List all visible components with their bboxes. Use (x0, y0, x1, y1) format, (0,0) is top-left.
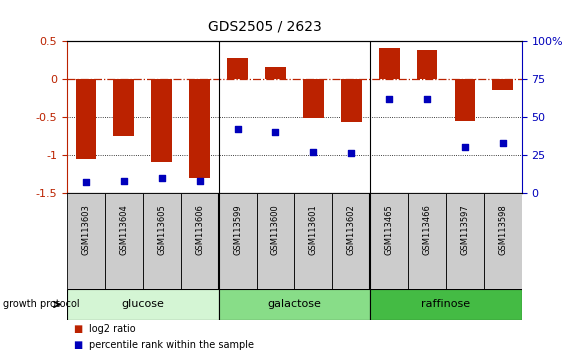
Bar (484, 193, 522, 289)
Bar (408, 193, 446, 289)
Point (498, 140, 507, 145)
Text: GSM113606: GSM113606 (195, 204, 204, 255)
Point (346, 150, 356, 156)
Point (460, 144, 469, 150)
Bar (67, 193, 105, 289)
Text: GSM113602: GSM113602 (347, 204, 356, 255)
Bar (143, 193, 181, 289)
Bar (379, 48, 399, 79)
Text: GSM113605: GSM113605 (157, 204, 166, 255)
Point (119, 178, 128, 184)
Text: GSM113466: GSM113466 (423, 204, 431, 255)
Text: GSM113603: GSM113603 (82, 204, 90, 255)
Bar (265, 67, 286, 79)
Bar (114, 79, 134, 136)
Text: percentile rank within the sample: percentile rank within the sample (89, 340, 254, 350)
Bar (341, 79, 361, 122)
Bar (181, 193, 219, 289)
Text: GSM113601: GSM113601 (309, 204, 318, 255)
Bar (370, 289, 522, 320)
Bar (332, 193, 370, 289)
Bar (370, 193, 408, 289)
Bar (219, 289, 370, 320)
Point (82, 179, 91, 185)
Text: GSM113597: GSM113597 (461, 204, 469, 255)
Point (385, 96, 394, 101)
Text: glucose: glucose (121, 299, 164, 309)
Point (308, 149, 318, 155)
Bar (303, 79, 324, 118)
Bar (417, 50, 437, 79)
Bar (152, 79, 172, 162)
Point (195, 178, 205, 184)
Bar (257, 193, 294, 289)
Text: ■: ■ (73, 324, 82, 334)
Bar (446, 193, 484, 289)
Bar (219, 193, 257, 289)
Text: ■: ■ (73, 340, 82, 350)
Bar (105, 193, 143, 289)
Bar (294, 193, 332, 289)
Text: GSM113598: GSM113598 (498, 204, 507, 255)
Point (422, 96, 431, 101)
Point (157, 175, 167, 181)
Text: GSM113465: GSM113465 (385, 204, 394, 255)
Text: GSM113600: GSM113600 (271, 204, 280, 255)
Bar (455, 79, 475, 121)
Bar (493, 79, 513, 90)
Bar (76, 79, 96, 159)
Bar (189, 79, 210, 178)
Point (233, 126, 243, 132)
Text: log2 ratio: log2 ratio (89, 324, 136, 334)
Bar (67, 289, 219, 320)
Text: raffinose: raffinose (422, 299, 470, 309)
Text: GSM113604: GSM113604 (120, 204, 128, 255)
Bar (227, 58, 248, 79)
Text: GSM113599: GSM113599 (233, 204, 242, 255)
Text: galactose: galactose (268, 299, 321, 309)
Text: growth protocol: growth protocol (3, 299, 79, 309)
Text: GDS2505 / 2623: GDS2505 / 2623 (208, 19, 322, 34)
Point (271, 129, 280, 135)
